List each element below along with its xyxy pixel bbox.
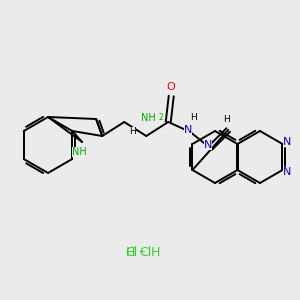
Text: O: O (167, 82, 176, 92)
Text: H: H (190, 113, 196, 122)
Text: NH: NH (72, 147, 86, 157)
Text: H: H (223, 115, 230, 124)
Text: 2: 2 (159, 113, 164, 122)
Text: Cl: Cl (125, 245, 137, 259)
Text: N: N (283, 137, 292, 147)
Text: H: H (125, 245, 135, 259)
Text: Cl: Cl (139, 245, 151, 259)
Text: N: N (204, 140, 212, 150)
Text: H: H (150, 245, 160, 259)
Text: NH: NH (141, 113, 156, 123)
Text: N: N (283, 167, 292, 177)
Text: H: H (129, 127, 136, 136)
Text: –: – (139, 245, 145, 259)
Text: N: N (184, 125, 192, 135)
